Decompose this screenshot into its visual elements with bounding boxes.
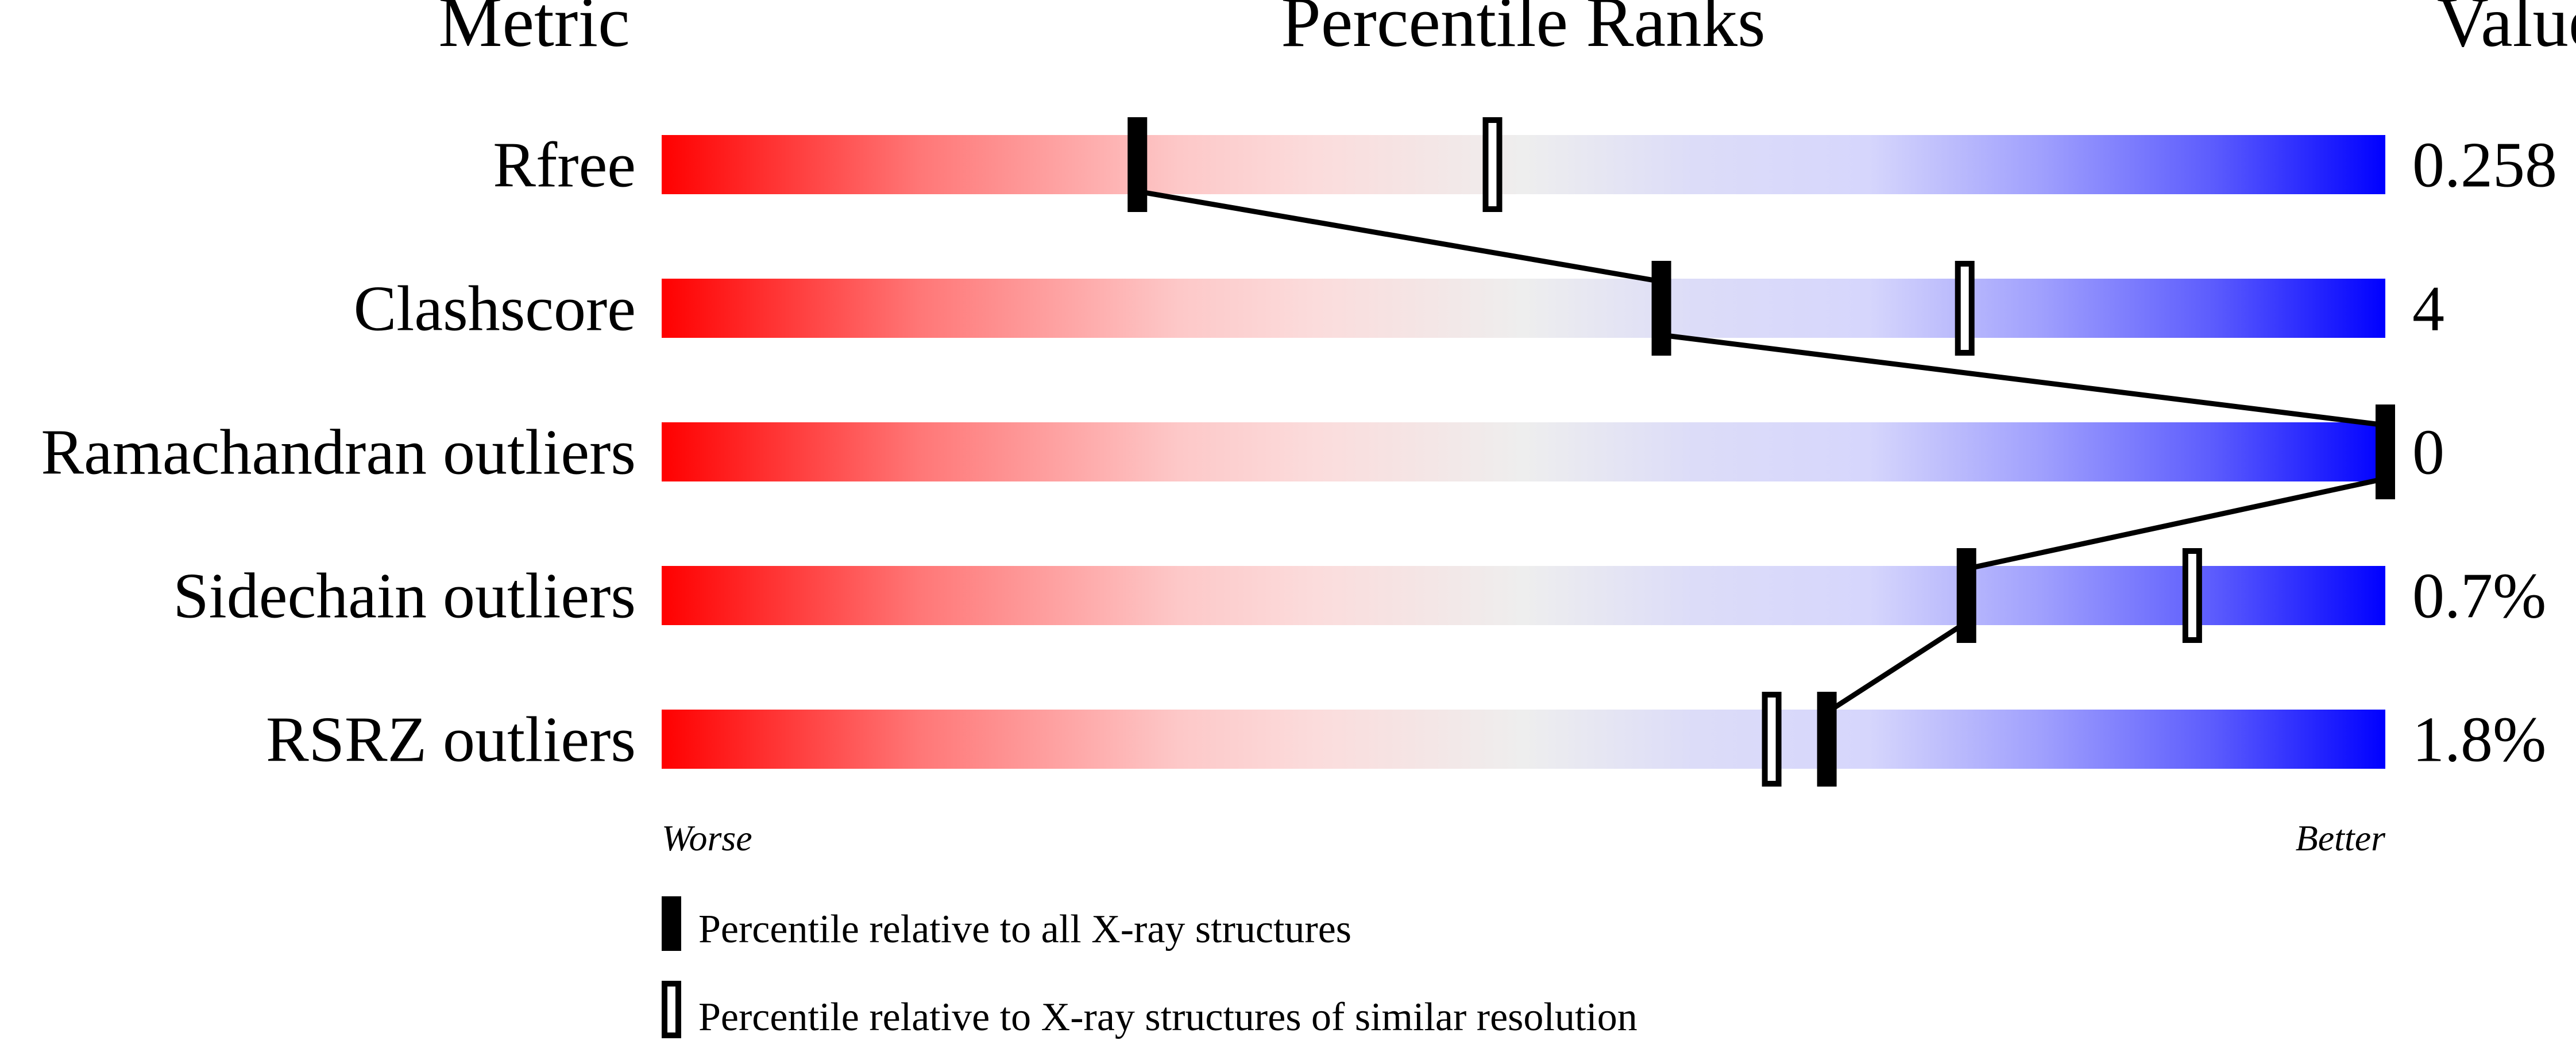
percentile-bar [662, 566, 2385, 625]
similar-resolution-percentile-marker [1955, 261, 1975, 356]
metric-value: 0.7% [2412, 561, 2546, 632]
legend-all: Percentile relative to all X-ray structu… [698, 907, 1351, 951]
axis-worse-label: Worse [662, 818, 752, 858]
all-structures-percentile-marker [1651, 261, 1671, 356]
header-percentile-ranks: Percentile Ranks [1281, 0, 1766, 62]
similar-resolution-percentile-marker [1482, 117, 1503, 212]
connector-line [1965, 476, 2386, 572]
similar-resolution-percentile-marker [2182, 548, 2202, 643]
metric-value: 4 [2412, 273, 2444, 345]
percentile-bar [662, 422, 2385, 481]
metric-label: Rfree [493, 130, 636, 201]
similar-resolution-percentile-marker [1762, 692, 1782, 787]
metric-label: Clashscore [354, 273, 636, 345]
all-structures-percentile-marker [2376, 404, 2395, 499]
legend-filled-marker-icon [662, 896, 681, 951]
legend-similar: Percentile relative to X-ray structures … [698, 995, 1637, 1039]
percentile-bar [662, 135, 2385, 194]
metric-value: 1.8% [2412, 704, 2546, 776]
header-value: Value [2437, 0, 2576, 62]
metric-label: RSRZ outliers [266, 704, 636, 776]
metric-value: 0 [2412, 417, 2444, 488]
connector-line [1137, 188, 1662, 284]
metric-label: Ramachandran outliers [41, 417, 636, 488]
header-metric: Metric [438, 0, 629, 62]
metric-value: 0.258 [2412, 130, 2557, 201]
legend-open-marker-icon [662, 981, 681, 1038]
connector-line [1825, 620, 1968, 715]
axis-better-label: Better [2296, 818, 2386, 858]
all-structures-percentile-marker [1817, 692, 1837, 787]
all-structures-percentile-marker [1127, 117, 1148, 212]
all-structures-percentile-marker [1956, 548, 1976, 643]
metric-label: Sidechain outliers [173, 561, 636, 632]
percentile-bar [662, 279, 2385, 338]
percentile-bar [662, 710, 2385, 769]
connector-line [1661, 332, 2386, 428]
